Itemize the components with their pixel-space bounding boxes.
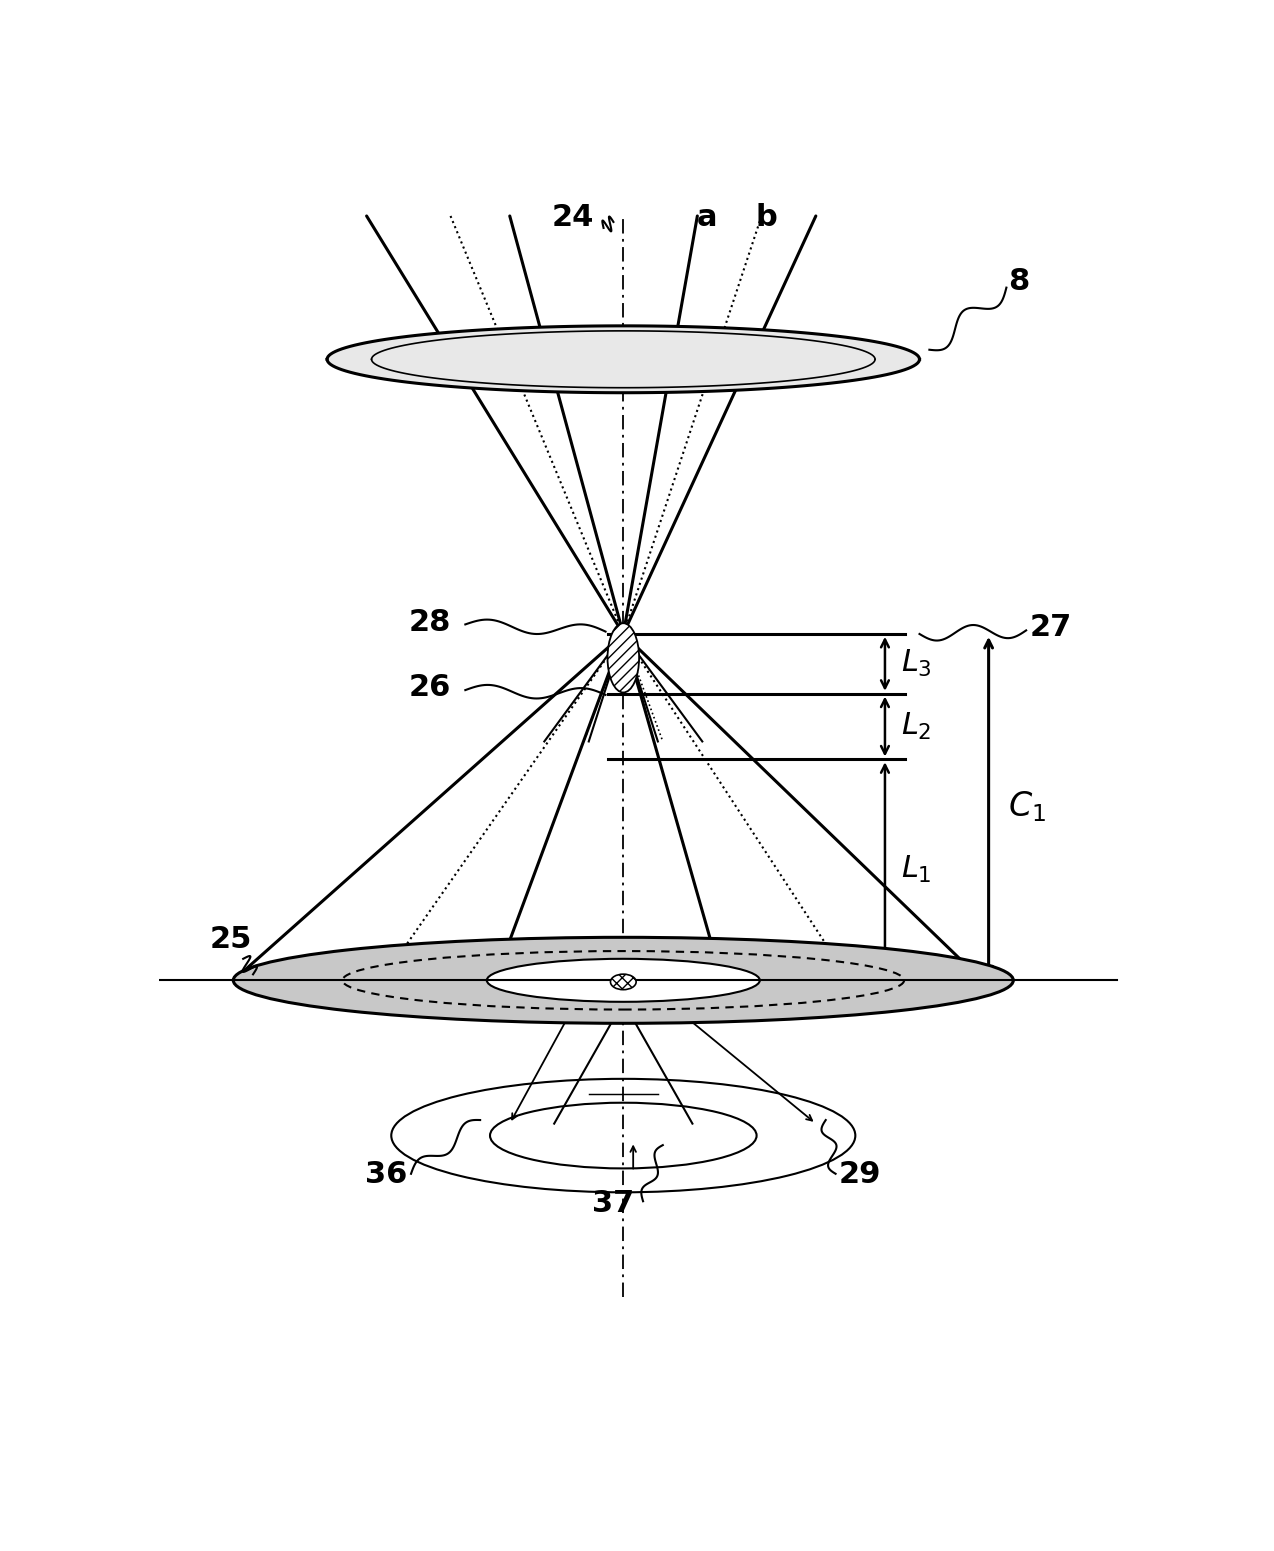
Polygon shape [327,326,920,392]
Text: 26: 26 [408,673,451,703]
Ellipse shape [610,974,636,990]
Text: 24: 24 [552,203,594,231]
Text: $C_1$: $C_1$ [1009,789,1046,825]
Text: 25: 25 [209,924,251,954]
Text: b: b [755,203,777,231]
Ellipse shape [487,959,759,1002]
Text: $L_2$: $L_2$ [901,710,931,741]
Text: a: a [697,203,717,231]
Text: 28: 28 [408,608,451,636]
Text: $L_1$: $L_1$ [901,855,931,886]
Text: 29: 29 [840,1160,882,1190]
Text: 27: 27 [1031,614,1073,642]
Text: 37: 37 [592,1190,634,1218]
Text: 8: 8 [1009,267,1029,296]
Ellipse shape [608,624,640,692]
Ellipse shape [233,937,1013,1024]
Text: $L_3$: $L_3$ [901,648,931,679]
Text: 36: 36 [366,1160,408,1190]
